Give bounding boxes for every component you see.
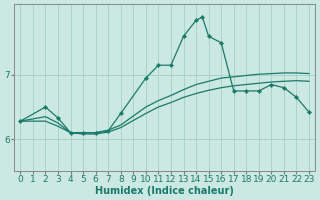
X-axis label: Humidex (Indice chaleur): Humidex (Indice chaleur) xyxy=(95,186,234,196)
